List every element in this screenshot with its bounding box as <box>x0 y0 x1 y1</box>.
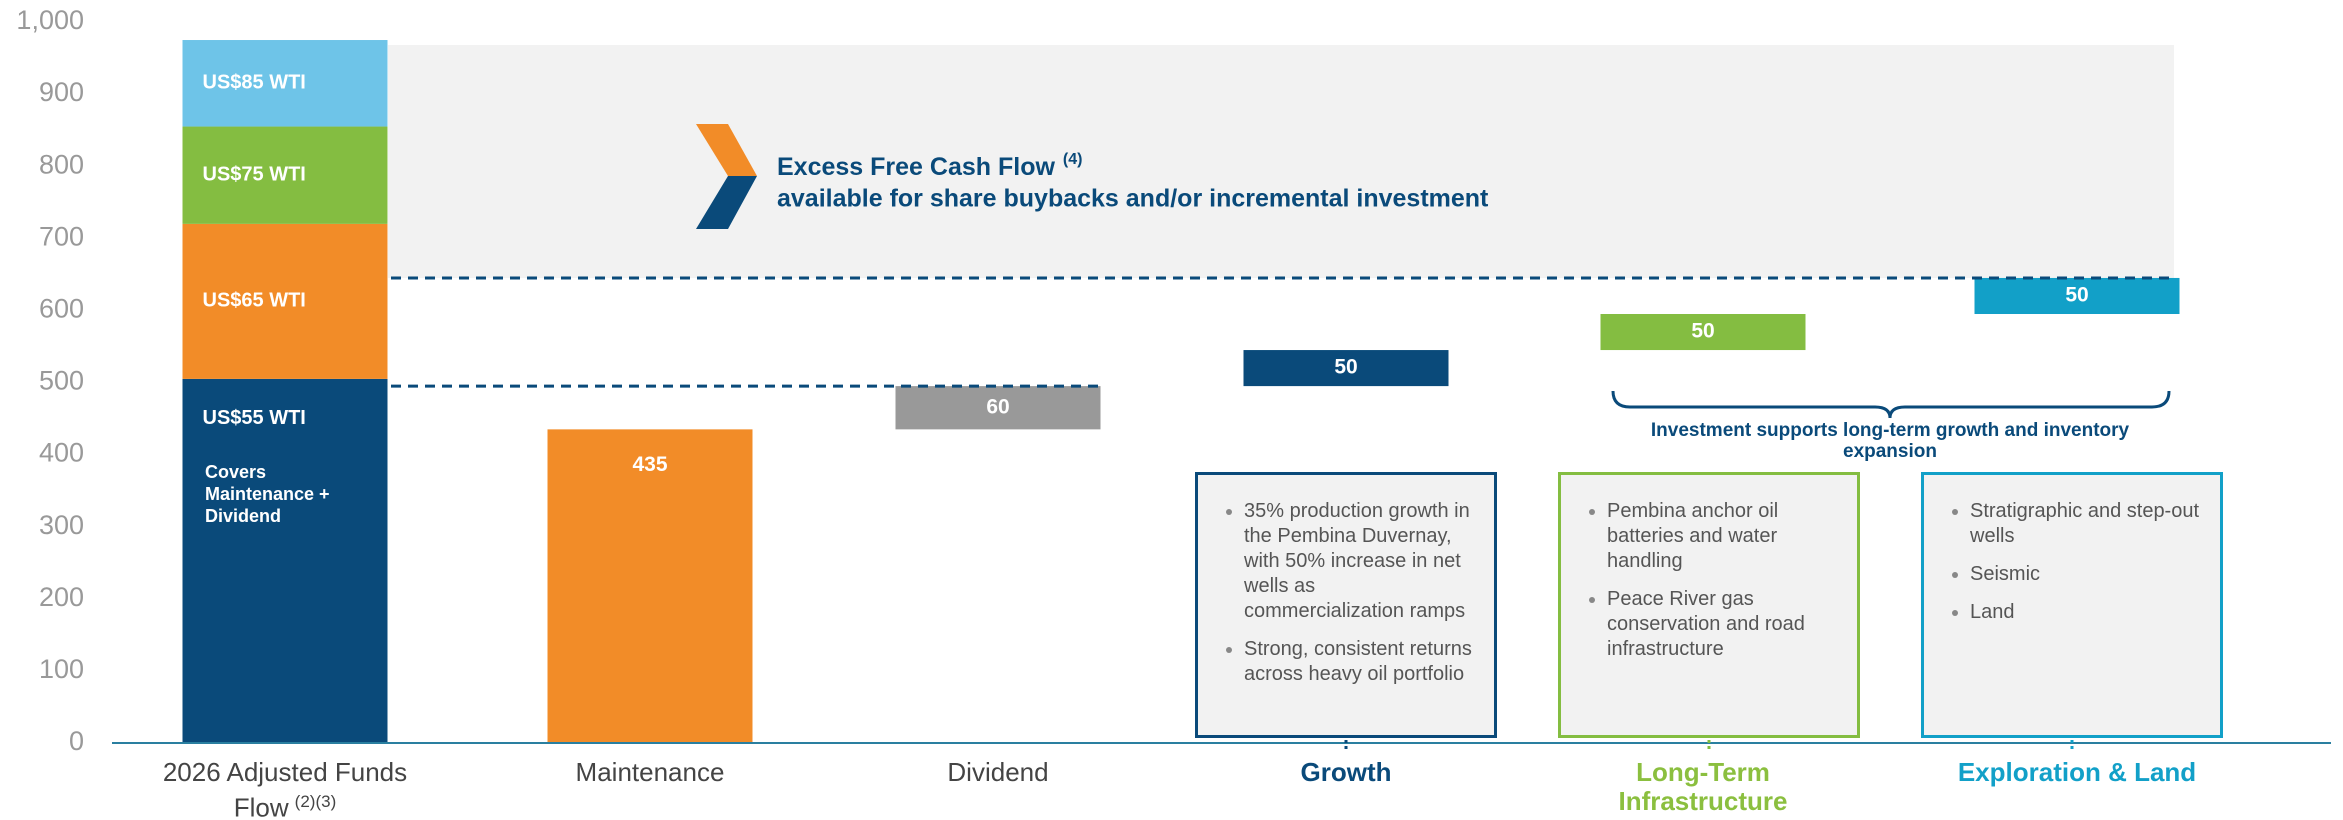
bullet: Seismic <box>1970 562 2206 587</box>
chevron-bottom <box>696 176 757 229</box>
y-tick-label: 400 <box>39 438 84 468</box>
x-tick-label: Maintenance <box>500 758 800 787</box>
waterfall-bar <box>1974 277 2180 315</box>
segment-label: US$55 WTI <box>203 407 306 429</box>
y-tick-label: 600 <box>39 294 84 324</box>
stack-segment <box>182 378 388 743</box>
bullet-list: Pembina anchor oil batteries and water h… <box>1575 499 1843 662</box>
waterfall-bar <box>1243 350 1449 387</box>
brace <box>1611 390 2171 419</box>
excess-panel <box>388 45 2174 278</box>
x-tick-label: Long-Term Infrastructure <box>1603 758 1803 816</box>
x-tick-label: Growth <box>1196 758 1496 787</box>
bullet: 35% production growth in the Pembina Duv… <box>1244 499 1480 624</box>
value-label: 50 <box>2065 284 2088 307</box>
covers-note: Covers Maintenance + Dividend <box>205 461 330 526</box>
value-label: 435 <box>632 453 667 476</box>
segment-label: US$75 WTI <box>203 163 306 185</box>
bullet: Peace River gas conservation and road in… <box>1607 587 1843 662</box>
waterfall-bar <box>895 386 1101 430</box>
excess-note: (4) <box>1063 151 1083 168</box>
info-box: 35% production growth in the Pembina Duv… <box>1195 472 1497 738</box>
y-tick-label: 500 <box>39 366 84 396</box>
category-text: Growth <box>1300 757 1392 787</box>
y-tick-label: 100 <box>39 654 84 684</box>
bullet-list: 35% production growth in the Pembina Duv… <box>1212 499 1480 687</box>
category-text: Maintenance <box>575 757 725 787</box>
excess-title: Excess Free Cash Flow (4) <box>777 151 1082 180</box>
x-tick-label: 2026 Adjusted Funds Flow (2)(3) <box>150 758 420 820</box>
y-tick-label: 800 <box>39 149 84 179</box>
y-tick-label: 900 <box>39 77 84 107</box>
category-note: (2)(3) <box>294 792 337 811</box>
stack-segment <box>182 40 388 127</box>
segment-label: US$65 WTI <box>203 290 306 312</box>
segment-label: US$85 WTI <box>203 72 306 94</box>
y-tick-label: 1,000 <box>16 5 84 35</box>
stack-segment <box>182 223 388 379</box>
bullet-list: Stratigraphic and step-out wells Seismic L… <box>1938 499 2206 625</box>
waterfall-bar <box>547 429 753 743</box>
value-label: 50 <box>1334 356 1357 379</box>
value-label: 50 <box>1691 320 1714 343</box>
category-text: 2026 Adjusted Funds Flow <box>162 757 408 820</box>
category-text: Dividend <box>947 757 1049 787</box>
y-tick-label: 200 <box>39 582 84 612</box>
brace-note: Investment supports long-term growth and… <box>1650 420 2130 462</box>
y-tick-label: 700 <box>39 221 84 251</box>
info-box: Pembina anchor oil batteries and water h… <box>1558 472 1860 738</box>
info-box: Stratigraphic and step-out wells Seismic L… <box>1921 472 2223 738</box>
category-text: Long-Term Infrastructure <box>1618 757 1788 816</box>
bullet: Stratigraphic and step-out wells <box>1970 499 2206 549</box>
bullet: Land <box>1970 600 2206 625</box>
stack-segment <box>182 126 388 224</box>
bullet: Pembina anchor oil batteries and water h… <box>1607 499 1843 574</box>
x-tick-label: Exploration & Land <box>1927 758 2227 787</box>
excess-title-text: Excess Free Cash Flow <box>777 153 1055 181</box>
y-tick-label: 300 <box>39 510 84 540</box>
x-tick-label: Dividend <box>848 758 1148 787</box>
category-text: Exploration & Land <box>1957 757 2197 787</box>
y-tick-label: 0 <box>69 726 84 756</box>
waterfall-bar <box>1600 314 1806 351</box>
value-label: 60 <box>986 395 1009 418</box>
excess-subtitle: available for share buybacks and/or incr… <box>777 185 1489 213</box>
bullet: Strong, consistent returns across heavy … <box>1244 637 1480 687</box>
chevron-top <box>696 124 757 176</box>
